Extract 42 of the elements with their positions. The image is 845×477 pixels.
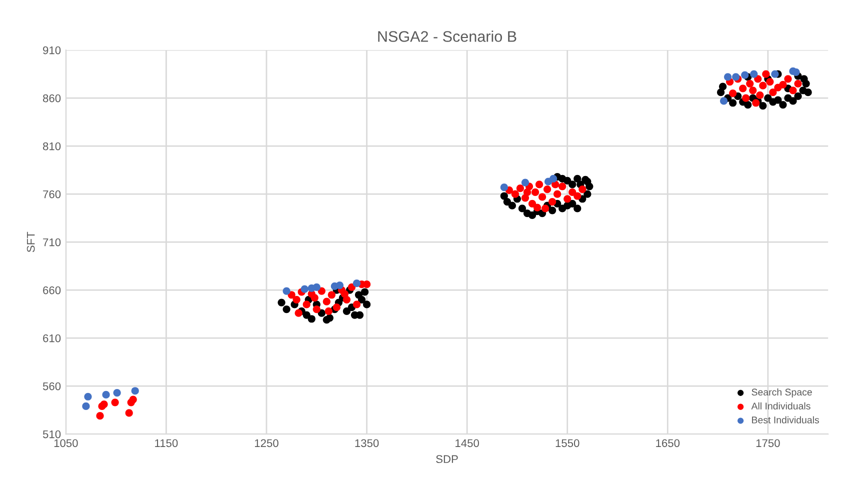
point: [500, 184, 508, 192]
legend-label: Best Individuals: [752, 416, 819, 424]
point: [750, 70, 758, 78]
x-tick-label: 1250: [254, 439, 278, 448]
x-tick-label: 1750: [756, 439, 780, 448]
point: [282, 287, 290, 295]
y-tick-label: 910: [43, 46, 61, 54]
point: [336, 281, 344, 290]
point: [741, 71, 749, 79]
x-tick-label: 1550: [556, 439, 580, 448]
y-tick-label: 710: [43, 238, 61, 246]
point: [720, 97, 728, 105]
x-tick-label: 1350: [355, 439, 379, 448]
y-axis-title: SFT: [26, 232, 35, 252]
y-tick-label: 760: [43, 190, 61, 198]
point: [84, 392, 92, 400]
x-tick-label: 1150: [155, 439, 178, 448]
point: [131, 387, 139, 395]
point: [544, 178, 552, 186]
x-tick-label: 1450: [456, 439, 479, 448]
y-tick-label: 810: [42, 142, 61, 150]
x-axis-title: SDP: [436, 455, 458, 464]
point: [300, 285, 308, 293]
point: [792, 68, 800, 76]
point: [113, 388, 121, 397]
point: [352, 280, 361, 288]
point: [312, 283, 320, 291]
point: [771, 70, 779, 78]
x-tick-label: 1050: [54, 439, 78, 448]
point: [724, 73, 732, 81]
y-tick-label: 510: [42, 430, 61, 438]
point: [521, 178, 530, 186]
x-tick-label: 1650: [656, 439, 680, 448]
legend-label: All Individuals: [751, 402, 810, 410]
y-tick-label: 860: [42, 94, 61, 102]
point: [102, 390, 110, 399]
y-tick-label: 660: [43, 286, 61, 294]
y-tick-label: 560: [42, 382, 61, 390]
chart-title: NSGA2 - Scenario B: [378, 30, 516, 42]
point: [82, 402, 90, 410]
legend-label: Search Space: [752, 388, 812, 398]
y-tick-label: 610: [43, 334, 61, 342]
